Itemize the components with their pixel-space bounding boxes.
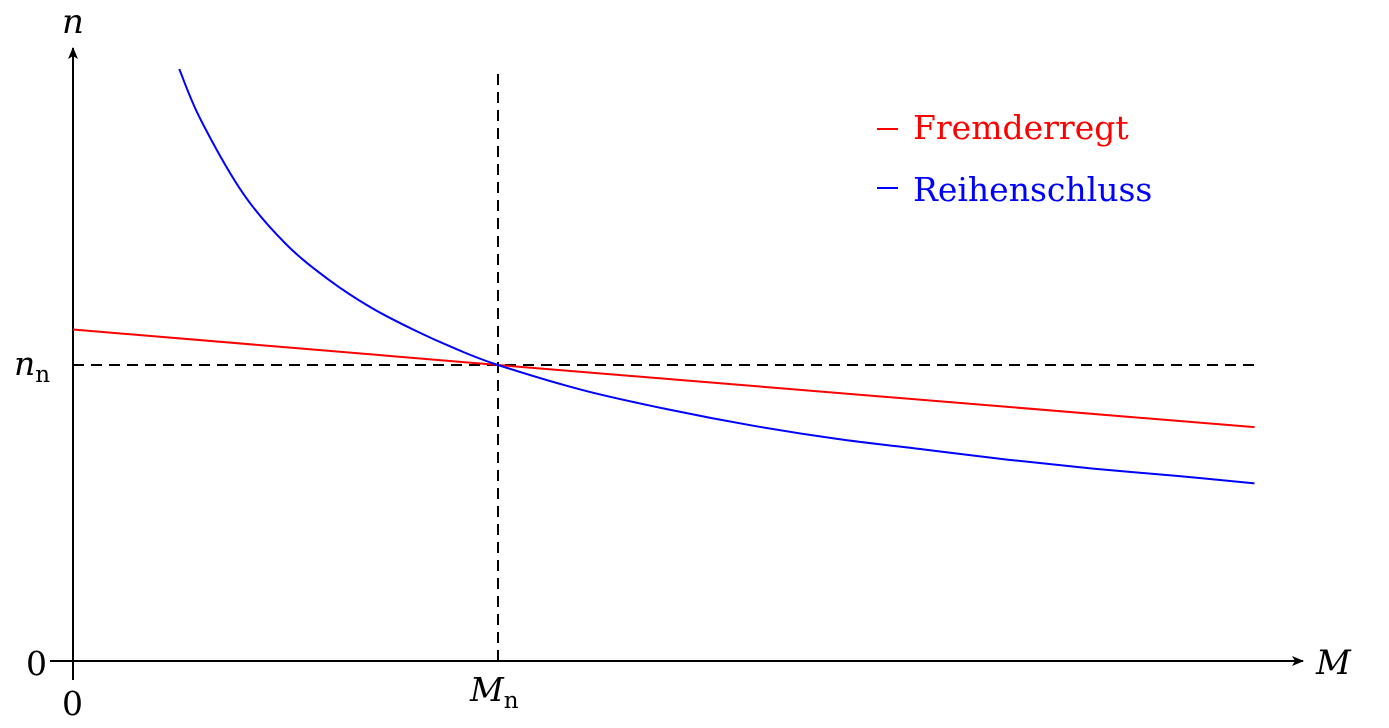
legend-item-fremderregt: Fremderregt xyxy=(877,108,1129,147)
x-reference-label: Mn xyxy=(469,670,519,714)
y-reference-label-sub: n xyxy=(35,362,50,388)
origin-x-label: 0 xyxy=(62,684,83,723)
y-axis-label: n xyxy=(62,2,84,42)
legend: Fremderregt Reihenschluss xyxy=(877,108,1152,209)
legend-label-fremderregt: Fremderregt xyxy=(913,108,1129,147)
legend-label-reihenschluss: Reihenschluss xyxy=(913,170,1152,209)
series-line-fremderregt xyxy=(72,328,1255,429)
y-reference-label-main: n xyxy=(14,344,35,383)
x-axis-label: M xyxy=(1315,643,1352,683)
series-layer xyxy=(72,68,1255,485)
x-reference-label-main: M xyxy=(469,670,505,709)
x-reference-label-sub: n xyxy=(504,688,519,714)
origin-y-label: 0 xyxy=(26,644,47,683)
series-line-reihenschluss xyxy=(178,68,1255,485)
legend-item-reihenschluss: Reihenschluss xyxy=(877,170,1152,209)
y-reference-label: nn xyxy=(14,344,50,388)
